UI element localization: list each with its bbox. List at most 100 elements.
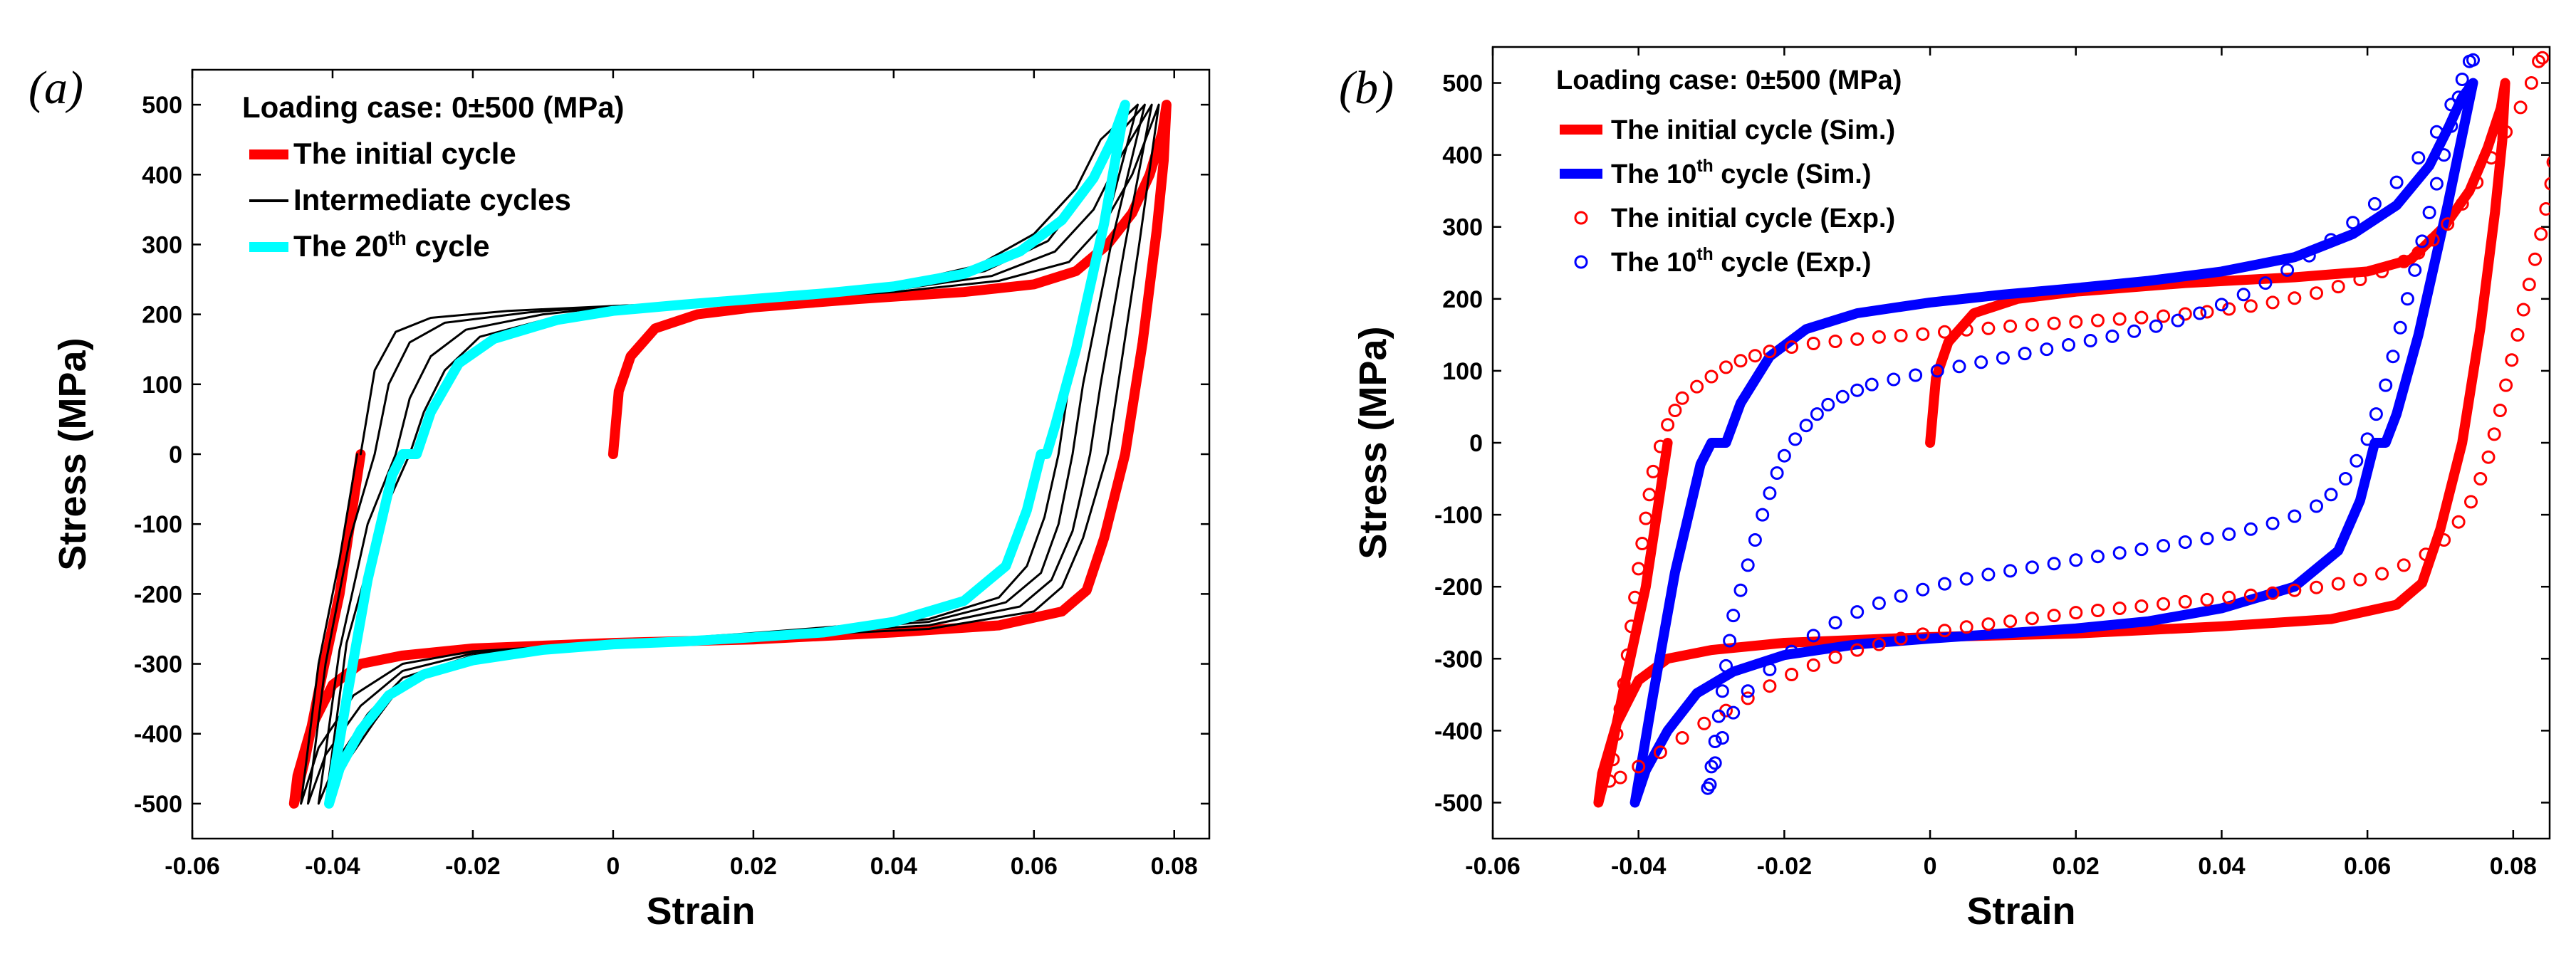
data-point-marker xyxy=(1726,705,1741,720)
data-point-marker xyxy=(1661,418,1675,432)
x-tick-label: 0.04 xyxy=(870,853,917,880)
y-tick-label: 300 xyxy=(142,231,182,258)
x-tick-label: 0.02 xyxy=(2053,853,2100,880)
data-point-marker xyxy=(1916,327,1930,341)
data-point-marker xyxy=(2367,196,2382,211)
y-tick-label: -200 xyxy=(1434,574,1483,601)
data-point-marker xyxy=(2069,553,2083,567)
data-point-marker xyxy=(2513,100,2528,115)
data-point-marker xyxy=(2091,313,2105,327)
data-point-marker xyxy=(2437,533,2451,547)
data-point-marker xyxy=(2546,156,2550,168)
data-point-marker xyxy=(1959,322,1973,337)
y-tick-label: -100 xyxy=(134,511,182,538)
data-point-marker xyxy=(2360,432,2374,446)
data-point-marker xyxy=(2487,427,2501,441)
x-tick-label: -0.06 xyxy=(165,853,220,880)
data-point-marker xyxy=(1653,745,1667,760)
legend-entry-text: The 10th cycle (Exp.) xyxy=(1611,245,1871,278)
data-point-marker xyxy=(1894,328,1908,342)
data-point-marker xyxy=(2331,280,2345,294)
data-point-marker xyxy=(2429,125,2444,139)
data-point-marker xyxy=(2510,327,2525,342)
data-point-marker xyxy=(2499,125,2513,139)
data-point-marker xyxy=(2091,550,2105,564)
data-point-marker xyxy=(2025,612,2039,626)
data-point-marker xyxy=(2499,378,2513,392)
x-tick-label: -0.06 xyxy=(1465,853,1521,880)
data-point-marker xyxy=(2350,453,2364,468)
data-point-marker xyxy=(2288,583,2302,597)
data-point-marker xyxy=(2528,252,2542,266)
data-point-marker xyxy=(1632,562,1646,576)
data-point-marker xyxy=(1810,407,1824,421)
y-tick-label: -500 xyxy=(134,791,182,818)
chart-panel-b: -0.06 -0.04 -0.02 0 0.02 0.04 0.06 0.08 -500 -400… xyxy=(1339,46,2551,933)
data-point-marker xyxy=(2379,378,2393,392)
data-point-marker xyxy=(1785,644,1799,658)
data-point-marker xyxy=(2455,73,2469,86)
data-point-marker xyxy=(1704,760,1719,774)
data-point-marker xyxy=(1704,369,1719,384)
data-point-marker xyxy=(1741,691,1755,705)
y-tick-label: 0 xyxy=(1469,430,1483,457)
data-point-marker xyxy=(1872,637,1886,651)
data-point-marker xyxy=(2157,539,2171,553)
data-point-marker xyxy=(1708,735,1722,748)
data-point-marker xyxy=(2134,310,2149,325)
data-point-marker xyxy=(1668,404,1682,417)
data-point-marker xyxy=(1613,770,1627,784)
data-point-marker xyxy=(2236,288,2251,302)
data-point-marker xyxy=(2400,292,2414,306)
data-point-marker xyxy=(2040,342,2054,357)
data-point-marker xyxy=(1653,439,1667,453)
data-point-marker xyxy=(1850,643,1865,657)
data-point-marker xyxy=(1635,537,1649,550)
x-tick-label: -0.04 xyxy=(305,853,360,880)
data-point-marker xyxy=(1646,464,1660,478)
data-point-marker xyxy=(2455,196,2469,211)
data-point-marker xyxy=(1887,372,1901,387)
data-point-marker xyxy=(2178,535,2192,549)
data-point-marker xyxy=(2397,558,2411,572)
data-point-marker xyxy=(1715,731,1729,745)
data-point-marker xyxy=(1703,777,1717,792)
data-point-marker xyxy=(2047,609,2061,623)
data-point-marker xyxy=(2265,586,2280,600)
data-point-marker xyxy=(2310,286,2323,300)
x-tick-label: 0.02 xyxy=(730,853,777,880)
data-point-marker xyxy=(2481,450,2496,464)
panel-label: (b) xyxy=(1339,62,1394,114)
legend: Loading case: 0±500 (MPa) The initial cyc… xyxy=(1556,65,1902,278)
data-point-marker xyxy=(2003,319,2018,333)
data-point-marker xyxy=(2003,614,2018,629)
y-tick-label: -500 xyxy=(1434,789,1483,817)
data-point-marker xyxy=(1981,617,1996,631)
x-tick-label: -0.04 xyxy=(1611,853,1667,880)
data-point-marker xyxy=(2222,527,2236,541)
data-point-marker xyxy=(1806,658,1820,672)
x-axis-label: Strain xyxy=(1966,890,2075,933)
data-point-marker xyxy=(2415,234,2429,248)
data-point-marker xyxy=(2243,299,2258,313)
data-point-marker xyxy=(2470,175,2484,189)
data-point-marker xyxy=(1788,432,1803,446)
data-point-marker xyxy=(2222,590,2236,604)
data-point-marker xyxy=(1756,508,1770,522)
data-point-marker xyxy=(1733,354,1748,368)
data-point-marker xyxy=(2353,273,2367,286)
data-point-marker xyxy=(2484,151,2498,165)
data-point-marker xyxy=(2171,313,2185,327)
data-point-marker xyxy=(2310,580,2323,594)
data-point-marker xyxy=(2524,76,2538,90)
y-tick-label: -300 xyxy=(1434,646,1483,673)
y-tick-label: 400 xyxy=(1442,142,1483,169)
data-point-marker xyxy=(2265,295,2280,310)
data-point-marker xyxy=(1748,349,1762,363)
data-point-marker xyxy=(2178,307,2192,321)
data-point-marker xyxy=(2243,588,2258,602)
data-point-marker xyxy=(2411,151,2426,165)
series-line xyxy=(1593,78,2510,808)
data-point-marker xyxy=(1806,337,1820,350)
